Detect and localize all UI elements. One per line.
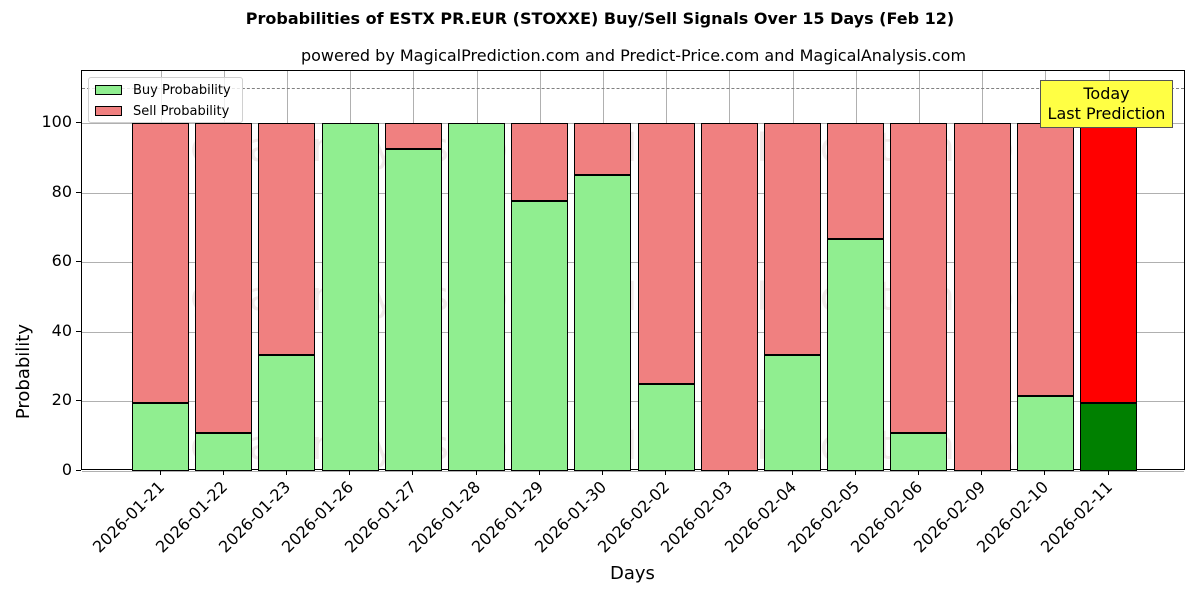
legend-swatch-sell <box>95 106 122 116</box>
bar-buy-2026-01-26 <box>321 123 379 471</box>
gridline-horizontal <box>82 123 1184 125</box>
bar-buy-2026-02-10 <box>1016 395 1074 471</box>
bar-sell-2026-02-11 <box>1080 123 1137 403</box>
x-tick-mark <box>222 470 224 475</box>
bar-buy-2026-02-05 <box>827 239 885 471</box>
bar-buy-2026-02-11 <box>1080 402 1137 471</box>
bar-buy-2026-01-27 <box>384 149 442 471</box>
chart-title: Probabilities of ESTX PR.EUR (STOXXE) Bu… <box>245 9 955 28</box>
x-tick-mark <box>728 470 730 475</box>
y-tick-mark <box>76 400 81 402</box>
x-tick-mark <box>349 470 351 475</box>
x-tick-mark <box>159 470 161 475</box>
annotation-line-2: Last Prediction <box>1047 104 1166 123</box>
bar-sell-2026-01-27 <box>384 123 442 150</box>
bar-sell-2026-01-23 <box>258 123 316 356</box>
x-tick-mark <box>854 470 856 475</box>
bar-buy-2026-02-02 <box>637 384 695 471</box>
y-tick-label: 60 <box>51 251 72 271</box>
legend-item-sell: Sell Probability <box>95 103 229 119</box>
x-tick-mark <box>1044 470 1046 475</box>
bar-sell-2026-02-10 <box>1016 123 1074 396</box>
plot-area: MagicalAnalysis.comMagicalPrediction.com… <box>81 70 1185 472</box>
x-tick-mark <box>981 470 983 475</box>
y-tick-mark <box>76 330 81 332</box>
y-tick-label: 80 <box>51 181 72 201</box>
y-tick-label: 40 <box>51 320 72 340</box>
bar-buy-2026-01-22 <box>195 433 253 471</box>
y-tick-mark <box>76 122 81 124</box>
x-tick-mark <box>665 470 667 475</box>
bar-sell-2026-02-03 <box>700 123 758 471</box>
bar-sell-2026-01-29 <box>511 123 569 202</box>
annotation-line-1: Today <box>1083 84 1130 103</box>
y-tick-label: 20 <box>51 390 72 410</box>
bar-buy-2026-02-06 <box>890 433 948 471</box>
x-tick-mark <box>412 470 414 475</box>
x-tick-mark <box>475 470 477 475</box>
reference-line-dashed <box>82 88 1184 90</box>
gridline-horizontal <box>82 471 1184 472</box>
bar-sell-2026-02-02 <box>637 123 695 385</box>
y-tick-mark <box>76 470 81 471</box>
bar-sell-2026-01-30 <box>574 123 632 176</box>
bar-buy-2026-01-28 <box>448 123 505 471</box>
bar-buy-2026-01-23 <box>258 355 316 471</box>
gridline-horizontal <box>82 262 1184 264</box>
legend-swatch-buy <box>95 85 122 95</box>
x-tick-mark <box>538 470 540 475</box>
x-tick-mark <box>917 470 919 475</box>
gridline-horizontal <box>82 192 1184 194</box>
gridline-horizontal <box>82 401 1184 403</box>
y-tick-mark <box>76 261 81 263</box>
bar-sell-2026-02-04 <box>764 123 821 356</box>
y-tick-label: 0 <box>61 460 72 479</box>
y-tick-mark <box>76 191 81 193</box>
today-annotation: Today Last Prediction <box>1040 80 1173 128</box>
y-axis-label-wrap: Probability <box>13 324 37 434</box>
y-axis-label: Probability <box>13 324 34 420</box>
bar-buy-2026-01-29 <box>511 201 569 471</box>
bar-buy-2026-01-30 <box>574 175 632 471</box>
bar-buy-2026-02-04 <box>764 355 821 471</box>
gridline-horizontal <box>82 331 1184 333</box>
x-tick-mark <box>791 470 793 475</box>
legend: Buy Probability Sell Probability <box>88 77 243 123</box>
legend-label-buy: Buy Probability <box>133 82 231 98</box>
bar-buy-2026-01-21 <box>132 402 189 471</box>
x-tick-mark <box>1107 470 1109 475</box>
bar-sell-2026-01-22 <box>195 123 253 434</box>
legend-label-sell: Sell Probability <box>133 103 230 119</box>
bar-sell-2026-02-06 <box>890 123 948 434</box>
chart-subtitle: powered by MagicalPrediction.com and Pre… <box>300 46 967 65</box>
x-tick-mark <box>285 470 287 475</box>
x-tick-mark <box>601 470 603 475</box>
legend-item-buy: Buy Probability <box>95 82 231 98</box>
bar-sell-2026-02-09 <box>953 123 1011 471</box>
bar-sell-2026-01-21 <box>132 123 189 403</box>
bar-sell-2026-02-05 <box>827 123 885 239</box>
y-tick-label: 100 <box>41 112 72 132</box>
x-axis-label: Days <box>610 563 655 584</box>
